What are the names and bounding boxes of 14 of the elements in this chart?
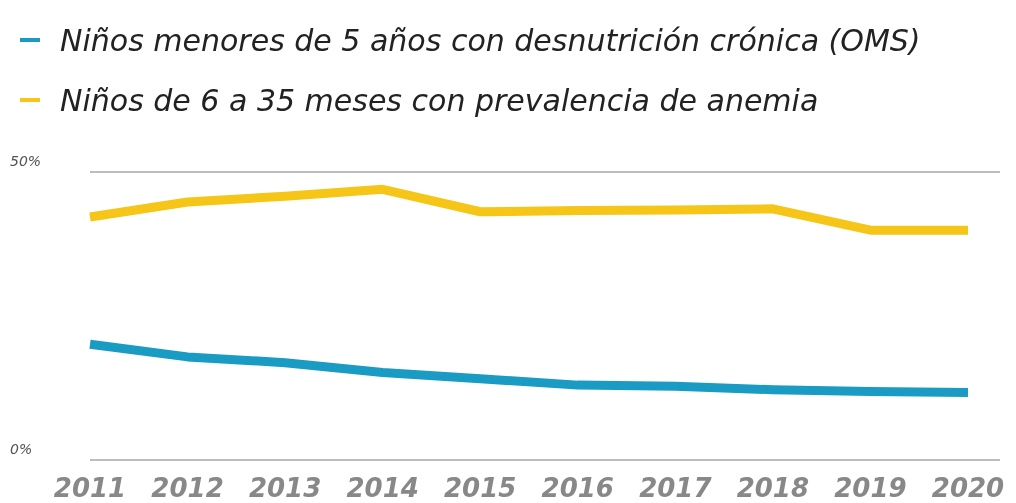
x-tick-label: 2013 (248, 473, 322, 503)
x-tick-label: 2019 (834, 473, 907, 503)
legend-label: Niños menores de 5 años con desnutrición crónica (OMS) (60, 23, 921, 58)
x-tick-label: 2012 (151, 473, 224, 503)
x-tick-label: 2018 (736, 473, 810, 503)
x-tick-label: 2016 (541, 473, 614, 503)
legend-label: Niños de 6 a 35 meses con prevalencia de anemia (60, 83, 819, 118)
x-tick-label: 2011 (53, 473, 127, 503)
x-tick-label: 2014 (346, 473, 419, 503)
x-tick-label: 2017 (639, 473, 713, 503)
x-tick-label: 2015 (444, 473, 517, 503)
y-tick-label: 0% (10, 441, 33, 457)
x-tick-label: 2020 (931, 473, 1005, 503)
y-tick-label: 50% (10, 153, 42, 169)
